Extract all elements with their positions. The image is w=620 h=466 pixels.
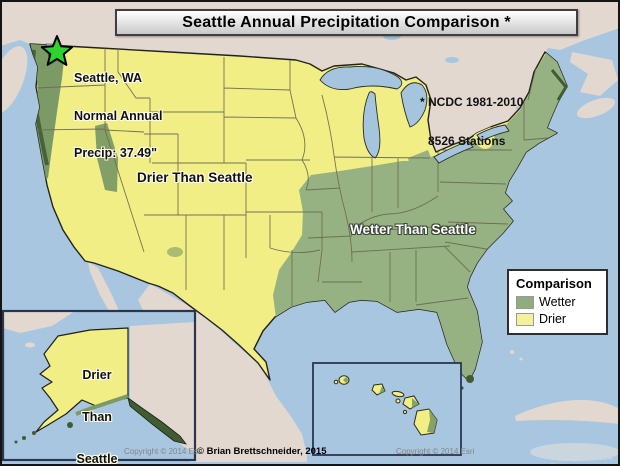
great-lakes	[319, 66, 510, 164]
baja	[88, 262, 122, 320]
esri-credit-alaska: Copyright © 2014 Esri	[124, 447, 203, 456]
wetter-swatch-label: Wetter	[539, 295, 576, 309]
esri-credit-hawaii: Copyright © 2014 Esri	[396, 447, 475, 456]
vancouver-island	[2, 46, 28, 114]
lake-erie	[433, 140, 474, 164]
canada	[2, 2, 618, 152]
legend: Comparison Wetter Drier	[507, 269, 608, 335]
map-title-text: Seattle Annual Precipitation Comparison …	[182, 13, 511, 31]
drier-swatch	[516, 312, 534, 326]
data-source-note: * NCDC 1981-2010 8526 Stations	[420, 70, 523, 161]
cuba	[515, 399, 618, 424]
legend-item-wetter: Wetter	[516, 295, 599, 309]
cloud-patch	[530, 443, 618, 461]
hawaii-inset	[313, 363, 461, 455]
author-credit: © Brian Brettschneider, 2015	[197, 446, 327, 457]
wetter-region-label: Wetter Than Seattle	[350, 222, 476, 237]
wetter-swatch	[516, 295, 534, 309]
drier-swatch-label: Drier	[539, 312, 567, 326]
wetter-se-michigan	[408, 150, 433, 167]
state-boundaries	[33, 44, 549, 306]
data-source-line2: 8526 Stations	[428, 134, 506, 148]
lake-ontario	[476, 124, 510, 142]
seattle-annotation-line2: Normal Annual	[74, 108, 163, 123]
hawaii-inset-border	[312, 362, 462, 456]
maritimes	[570, 52, 618, 96]
alaska-inset	[3, 311, 195, 460]
data-source-line1: * NCDC 1981-2010	[420, 95, 524, 109]
alaska-panhandle-wetter	[127, 397, 187, 445]
alaska-south-coast-wetter	[75, 394, 129, 416]
alaska-inset-border	[2, 309, 197, 462]
lake-superior	[319, 66, 403, 91]
lake-michigan	[362, 91, 381, 159]
esri-credit-main: Copyright © 2014 Esri	[550, 453, 613, 464]
legend-item-drier: Drier	[516, 312, 599, 326]
hawaii-wetter-bits	[343, 377, 437, 433]
alaska-region-label: Drier Than Seattle	[76, 368, 118, 466]
seattle-star-icon	[40, 35, 74, 66]
nova-scotia	[577, 97, 615, 119]
lake-huron	[400, 82, 428, 128]
legend-title: Comparison	[516, 276, 592, 291]
map-title: Seattle Annual Precipitation Comparison …	[115, 9, 578, 36]
seattle-annotation-line1: Seattle, WA	[74, 71, 143, 85]
seattle-annotation: Seattle, WA Normal Annual Precip: 37.49"	[74, 47, 162, 172]
seattle-annotation-line3: Precip: 37.49"	[74, 146, 158, 160]
drier-region-label: Drier Than Seattle	[137, 170, 253, 185]
